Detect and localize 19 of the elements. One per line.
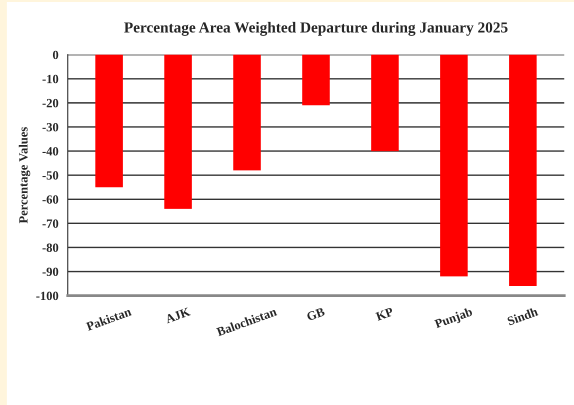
x-tick-label: Sindh [506, 306, 538, 326]
y-tick-label: -90 [42, 268, 58, 276]
y-tick-label: -100 [36, 292, 58, 300]
y-tick-label: -20 [42, 98, 58, 108]
y-tick-label: -10 [42, 74, 58, 84]
y-tick-label: 0 [52, 50, 58, 60]
y-tick-label: -30 [42, 122, 58, 132]
x-tick-label: Punjab [434, 306, 474, 331]
x-tick-label: Pakistan [86, 306, 132, 331]
x-tick-label: KP [375, 307, 394, 321]
y-tick-label: -40 [42, 147, 58, 156]
chart-title: Percentage Area Weighted Departure during January 2025 [124, 22, 508, 36]
y-tick-label: -70 [42, 219, 58, 228]
y-tick-label: -50 [42, 171, 58, 180]
x-tick-label: GB [306, 307, 326, 321]
x-tick-label: AJK [164, 307, 191, 324]
y-tick-label: -80 [42, 243, 58, 252]
y-axis-title: Percentage Values [18, 127, 30, 224]
y-tick-label: -60 [42, 195, 58, 204]
